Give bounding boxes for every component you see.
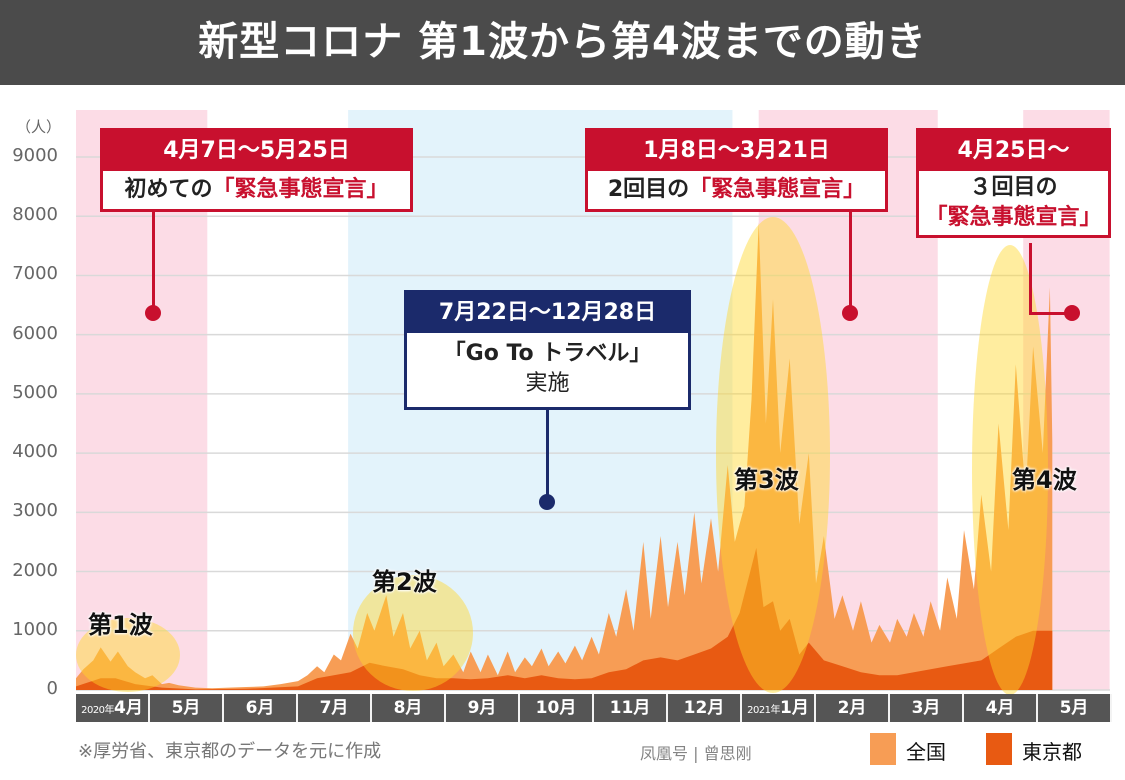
page-title: 新型コロナ 第1波から第4波までの動き — [0, 0, 1125, 85]
wave-highlight-4 — [972, 245, 1048, 695]
area-series-tokyo — [76, 547, 1053, 690]
x-tick-month: 5月 — [171, 698, 201, 718]
callout-goto-travel: 7月22日～12月28日 「Go To トラベル」 実施 — [404, 290, 691, 410]
x-tick-label: 3月 — [890, 694, 964, 722]
callout-dot-first — [145, 305, 161, 321]
y-tick-label: 8000 — [12, 204, 58, 226]
wave-label-2: 第2波 — [372, 568, 437, 596]
area-series-national — [76, 222, 1053, 690]
callout-prefix: ３回目の — [969, 175, 1058, 200]
y-axis-unit: （人） — [16, 118, 62, 136]
callout-prefix: 初めての — [124, 177, 213, 202]
callout-second-emergency: 1月8日～3月21日 2回目の「緊急事態宣言」 — [585, 128, 888, 212]
legend-label-national: 全国 — [906, 740, 946, 764]
y-tick-label: 9000 — [12, 145, 58, 166]
legend-swatch-tokyo — [986, 733, 1012, 765]
callout-line-goto — [546, 408, 549, 498]
callout-name: 「緊急事態宣言」 — [689, 177, 866, 202]
callout-period: 7月22日～12月28日 — [407, 293, 688, 333]
y-tick-label: 4000 — [12, 441, 58, 463]
callout-line-first — [152, 212, 155, 312]
x-tick-month: 6月 — [245, 698, 275, 718]
callout-first-emergency: 4月7日～5月25日 初めての「緊急事態宣言」 — [100, 128, 413, 212]
callout-period: 4月25日～ — [919, 131, 1108, 171]
x-tick-month: 9月 — [467, 698, 497, 718]
callout-period: 1月8日～3月21日 — [588, 131, 885, 171]
y-tick-label: 7000 — [12, 263, 58, 285]
callout-name: 「緊急事態宣言」 — [925, 205, 1102, 230]
x-tick-month: 3月 — [911, 698, 941, 718]
x-tick-label: 12月 — [668, 694, 742, 722]
x-tick-label: 7月 — [298, 694, 372, 722]
wave-label-1: 第1波 — [88, 611, 153, 639]
source-note: ※厚労省、東京都のデータを元に作成 — [78, 741, 382, 762]
y-tick-label: 6000 — [12, 322, 58, 344]
callout-third-emergency: 4月25日～ ３回目の「緊急事態宣言」 — [916, 128, 1111, 238]
wave-label-4: 第4波 — [1012, 466, 1077, 494]
y-tick-label: 2000 — [12, 559, 58, 581]
callout-line-third — [1029, 243, 1032, 315]
x-tick-label: 11月 — [594, 694, 668, 722]
callout-dot-second — [842, 305, 858, 321]
watermark: 凤凰号 | 曾思刚 — [640, 744, 752, 763]
x-tick-month: 8月 — [393, 698, 423, 718]
x-tick-month: 12月 — [683, 698, 725, 718]
x-tick-month: 4月 — [114, 698, 143, 718]
x-tick-label: 5月 — [1038, 694, 1112, 722]
x-tick-label: 9月 — [446, 694, 520, 722]
x-tick-label: 6月 — [224, 694, 298, 722]
x-tick-label: 10月 — [520, 694, 594, 722]
y-tick-label: 1000 — [12, 618, 58, 640]
y-tick-label: 5000 — [12, 381, 58, 403]
x-tick-month: 2月 — [837, 698, 867, 718]
wave-highlight-2 — [353, 575, 473, 691]
x-tick-year: 2021年 — [747, 705, 781, 716]
wave-highlight-1 — [76, 618, 180, 692]
x-tick-label: 5月 — [150, 694, 224, 722]
x-tick-month: 1月 — [780, 698, 809, 718]
y-tick-label: 3000 — [12, 500, 58, 522]
x-tick-label: 2021年1月 — [742, 694, 816, 722]
x-tick-label: 2020年4月 — [76, 694, 150, 722]
x-tick-month: 7月 — [319, 698, 349, 718]
wave-highlight-3 — [716, 217, 830, 693]
x-tick-label: 8月 — [372, 694, 446, 722]
callout-line-third-h — [1029, 312, 1069, 315]
callout-dot-third — [1064, 305, 1080, 321]
y-tick-label: 0 — [46, 678, 58, 699]
callout-suffix: 実施 — [525, 371, 570, 396]
x-tick-month: 10月 — [535, 698, 577, 718]
callout-name: 「緊急事態宣言」 — [212, 177, 389, 202]
callout-dot-goto — [539, 494, 555, 510]
legend-label-tokyo: 東京都 — [1022, 740, 1082, 764]
x-tick-year: 2020年 — [81, 705, 115, 716]
callout-line-second — [849, 212, 852, 312]
callout-prefix: 2回目の — [607, 177, 690, 202]
x-tick-label: 2月 — [816, 694, 890, 722]
callout-name: 「Go To トラベル」 — [443, 341, 652, 366]
x-tick-month: 4月 — [985, 698, 1015, 718]
callout-period: 4月7日～5月25日 — [103, 131, 410, 171]
x-tick-month: 11月 — [609, 698, 651, 718]
x-tick-month: 5月 — [1059, 698, 1089, 718]
x-tick-label: 4月 — [964, 694, 1038, 722]
legend-swatch-national — [870, 733, 896, 765]
wave-label-3: 第3波 — [734, 466, 799, 494]
